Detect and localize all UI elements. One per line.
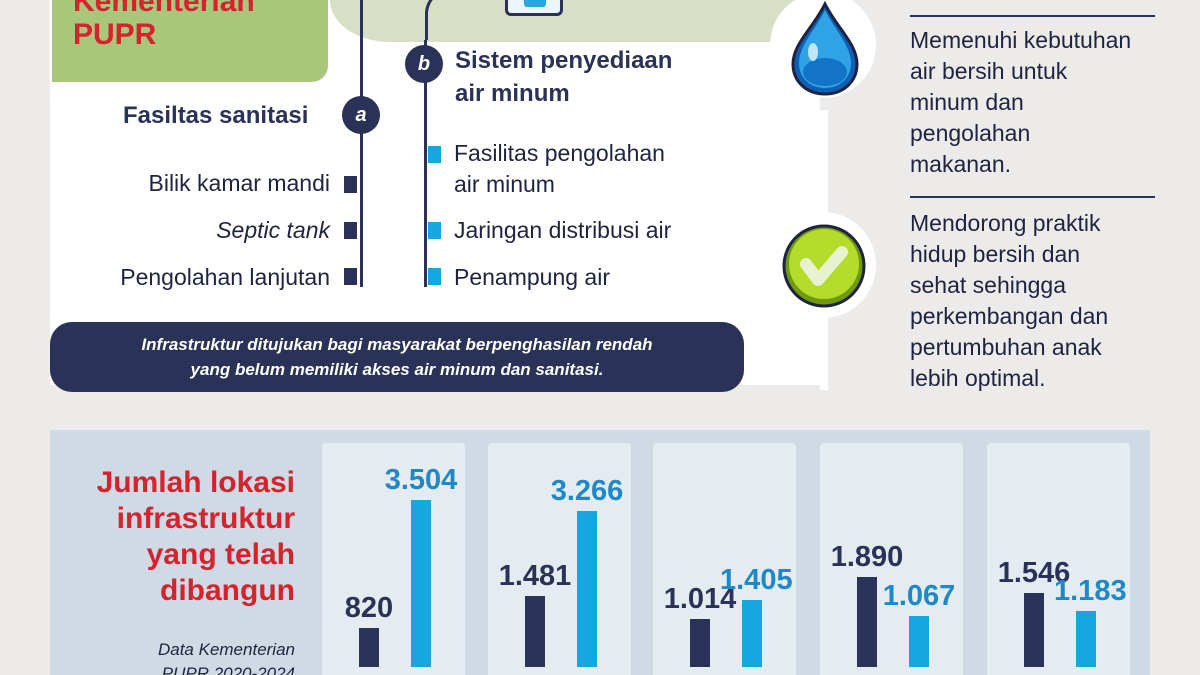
bar-cyan-label: 1.405 [720,564,793,596]
water-item-2: Jaringan distribusi air [454,217,672,243]
bullet-navy-2 [344,222,357,239]
note-line-1: Infrastruktur ditujukan bagi masyarakat … [141,335,653,354]
benefit-2-line: pertumbuhan anak [910,334,1102,360]
bar-navy [359,628,379,667]
benefit-1-line: makanan. [910,151,1012,177]
bullet-navy-3 [344,268,357,285]
bar-cyan [742,600,762,667]
sanitation-item-2: Septic tank [216,217,330,243]
stats-title-line: infrastruktur [116,502,295,535]
bar-navy-label: 820 [344,592,394,624]
stat-column [653,443,796,675]
sanitation-item-3: Pengolahan lanjutan [120,264,330,290]
benefit-2-line: sehat sehingga [910,272,1067,298]
connector-line-b-bottom [424,80,427,287]
bar-cyan [411,500,431,667]
stats-title-line: Jumlah lokasi [96,466,295,499]
bar-navy-label: 1.890 [830,541,904,573]
bar-navy [857,577,877,667]
bar-navy-label: 1.014 [663,583,737,615]
bar-cyan-label: 1.183 [1054,575,1127,607]
benefit-divider-1 [910,15,1155,17]
badge-a: a [342,96,380,134]
bullet-cyan-3 [428,268,441,285]
benefit-1-line: air bersih untuk [910,58,1068,84]
stat-column [488,443,631,675]
benefit-1-line: pengolahan [910,120,1031,146]
stats-source: Data Kementerian PUPR 2020-2024 [55,638,295,675]
benefit-2-line: hidup bersih dan [910,241,1081,267]
stat-column [322,443,465,675]
connector-line-a-top [360,0,363,100]
water-system-heading-line1: Sistem penyediaan [455,47,673,74]
bar-cyan [577,511,597,667]
pipe-illustration [425,0,465,40]
source-line: PUPR 2020-2024 [161,664,295,675]
benefit-1-line: minum dan [910,89,1024,115]
water-drop-icon [791,0,859,96]
sanitation-heading: Fasiltas sanitasi [123,102,309,129]
bar-cyan-label: 3.266 [550,475,624,507]
note-line-2: yang belum memiliki akses air minum dan … [190,360,604,379]
benefit-2-line: lebih optimal. [910,365,1046,391]
benefit-2-line: Mendorong praktik [910,210,1101,236]
checkmark-badge-icon [782,224,866,308]
stats-title: Jumlah lokasi infrastruktur yang telah d… [55,465,295,609]
water-tank-illustration [505,0,563,16]
benefit-divider-2 [910,196,1155,198]
bullet-cyan-1 [428,146,441,163]
benefit-2-line: perkembangan dan [910,303,1109,329]
bar-cyan-label: 3.504 [384,464,458,496]
sanitation-item-1: Bilik kamar mandi [148,170,331,196]
connector-line-b-top [424,40,427,48]
landscape-hill [330,0,800,42]
bar-cyan [909,616,929,667]
bar-navy [525,596,545,667]
ministry-name-line2: PUPR [73,18,157,51]
water-system-heading-line2: air minum [455,80,570,107]
bar-navy [690,619,710,667]
badge-b: b [405,45,443,83]
bar-navy-label: 1.481 [498,560,572,592]
water-item-1-line1: Fasilitas pengolahan [454,140,665,166]
stat-column [987,443,1130,675]
ministry-name-line1: Kementerian [73,0,255,18]
stats-title-line: dibangun [160,574,295,607]
stats-title-line: yang telah [146,538,295,571]
bullet-cyan-2 [428,222,441,239]
bar-navy [1024,593,1044,667]
benefit-1-text: Memenuhi kebutuhan air bersih untuk minu… [910,25,1131,180]
bar-navy-label: 1.546 [997,557,1071,589]
benefit-2-text: Mendorong praktik hidup bersih dan sehat… [910,208,1108,394]
ministry-label-box: Kementerian PUPR [52,0,328,82]
water-item-3: Penampung air [454,264,610,290]
benefit-1-line: Memenuhi kebutuhan [910,27,1132,53]
bar-cyan [1076,611,1096,667]
bar-cyan-label: 1.067 [882,580,956,612]
bullet-navy-1 [344,176,357,193]
water-item-1-line2: air minum [454,171,555,197]
source-line: Data Kementerian [157,640,295,659]
stat-column [820,443,963,675]
connector-line-a-bottom [360,132,363,287]
target-note-banner: Infrastruktur ditujukan bagi masyarakat … [50,322,744,392]
